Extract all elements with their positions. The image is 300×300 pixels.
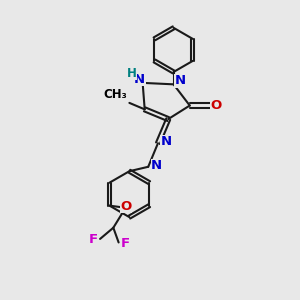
Text: F: F xyxy=(89,233,98,246)
Text: N: N xyxy=(134,73,145,86)
Text: N: N xyxy=(160,135,172,148)
Text: CH₃: CH₃ xyxy=(103,88,127,100)
Text: N: N xyxy=(151,159,162,172)
Text: O: O xyxy=(120,200,132,213)
Text: F: F xyxy=(121,236,130,250)
Text: N: N xyxy=(175,74,186,87)
Text: H: H xyxy=(127,67,136,80)
Text: O: O xyxy=(211,99,222,112)
